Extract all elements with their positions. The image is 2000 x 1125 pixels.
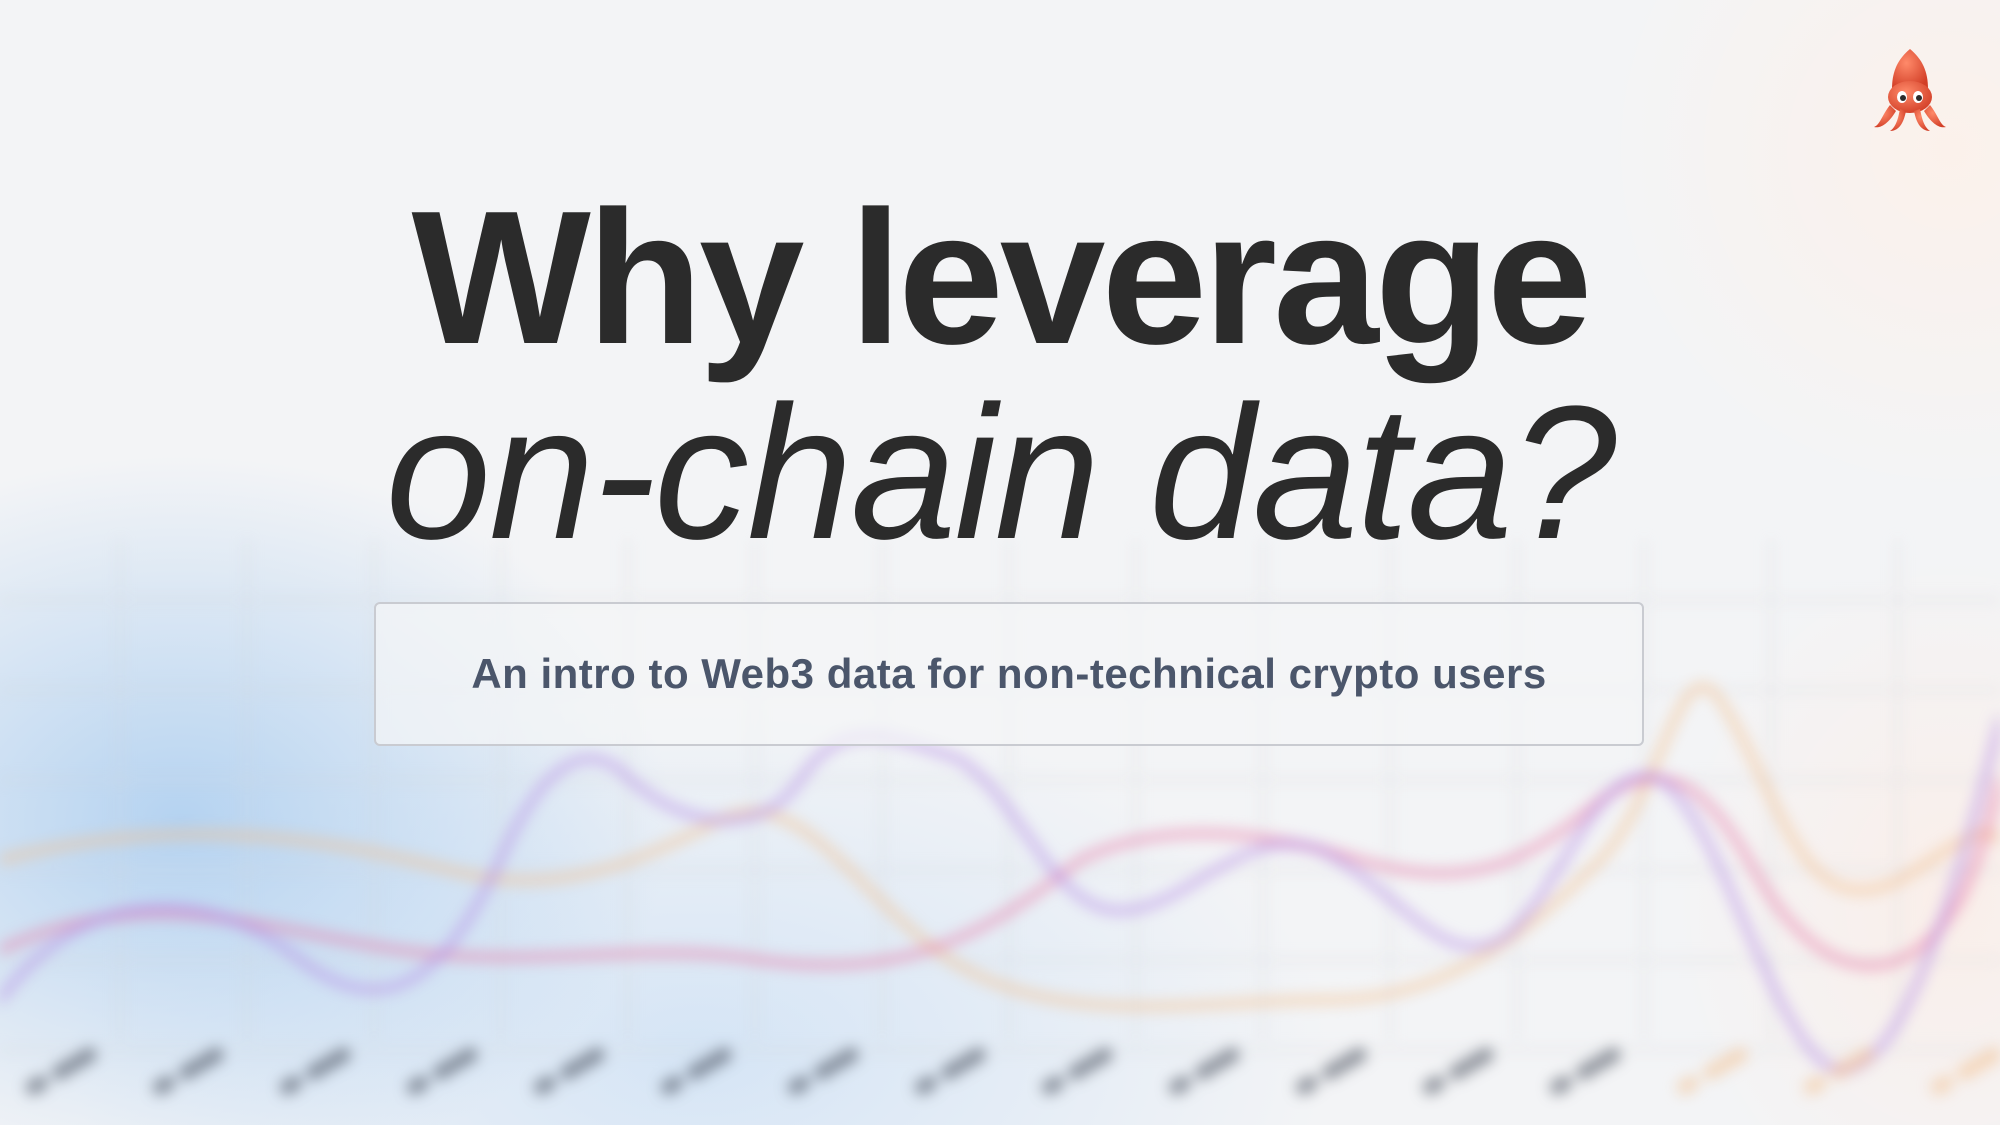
headline-line-1: Why leverage — [411, 172, 1593, 384]
headline-line-2: on-chain data? — [385, 367, 1616, 579]
x-tick-mark — [914, 1047, 987, 1096]
x-tick-mark — [1930, 1047, 2000, 1096]
x-tick-mark — [152, 1047, 225, 1096]
x-tick-mark — [1422, 1047, 1495, 1096]
x-tick-mark — [1168, 1047, 1241, 1096]
x-tick-mark — [406, 1047, 479, 1096]
x-tick-mark — [25, 1047, 98, 1096]
x-tick-mark — [787, 1047, 860, 1096]
background-line-pink — [0, 774, 2000, 971]
x-tick-mark — [1549, 1047, 1622, 1096]
subtitle-text: An intro to Web3 data for non-technical … — [471, 650, 1547, 697]
x-tick-mark — [279, 1047, 352, 1096]
x-tick-mark — [1295, 1047, 1368, 1096]
x-tick-mark — [660, 1047, 733, 1096]
x-tick-mark — [1041, 1047, 1114, 1096]
x-tick-mark — [1803, 1047, 1876, 1096]
squid-icon — [1874, 49, 1946, 131]
x-tick-mark — [1676, 1047, 1749, 1096]
background-line-purple — [0, 715, 2000, 1075]
squid-logo-icon — [1870, 45, 1950, 135]
subtitle-box: An intro to Web3 data for non-technical … — [374, 602, 1644, 746]
background-chart-x-ticks — [25, 1047, 2000, 1096]
x-tick-mark — [533, 1047, 606, 1096]
